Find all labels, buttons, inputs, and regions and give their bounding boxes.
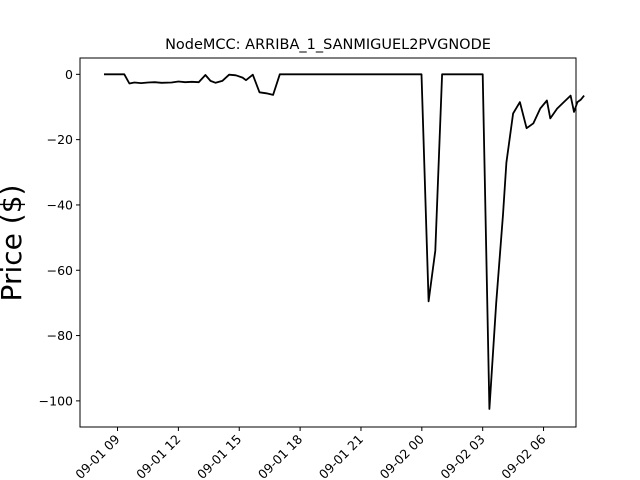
y-tick-label: −60 (47, 263, 73, 278)
y-tick-label: −20 (47, 132, 73, 147)
axes-frame (79, 57, 577, 428)
y-tick-label: −40 (47, 197, 73, 212)
y-axis-label: Price ($) (0, 185, 28, 302)
y-axis-ticks: 0 −20 −40 −60 −80 −100 (39, 67, 80, 408)
y-tick-label: −80 (47, 328, 73, 343)
y-tick-label: 0 (65, 67, 73, 82)
plot-area (104, 73, 585, 410)
chart-title: NodeMCC: ARRIBA_1_SANMIGUEL2PVGNODE (165, 37, 491, 53)
y-tick-label: −100 (39, 393, 73, 408)
price-series-line (104, 73, 585, 410)
